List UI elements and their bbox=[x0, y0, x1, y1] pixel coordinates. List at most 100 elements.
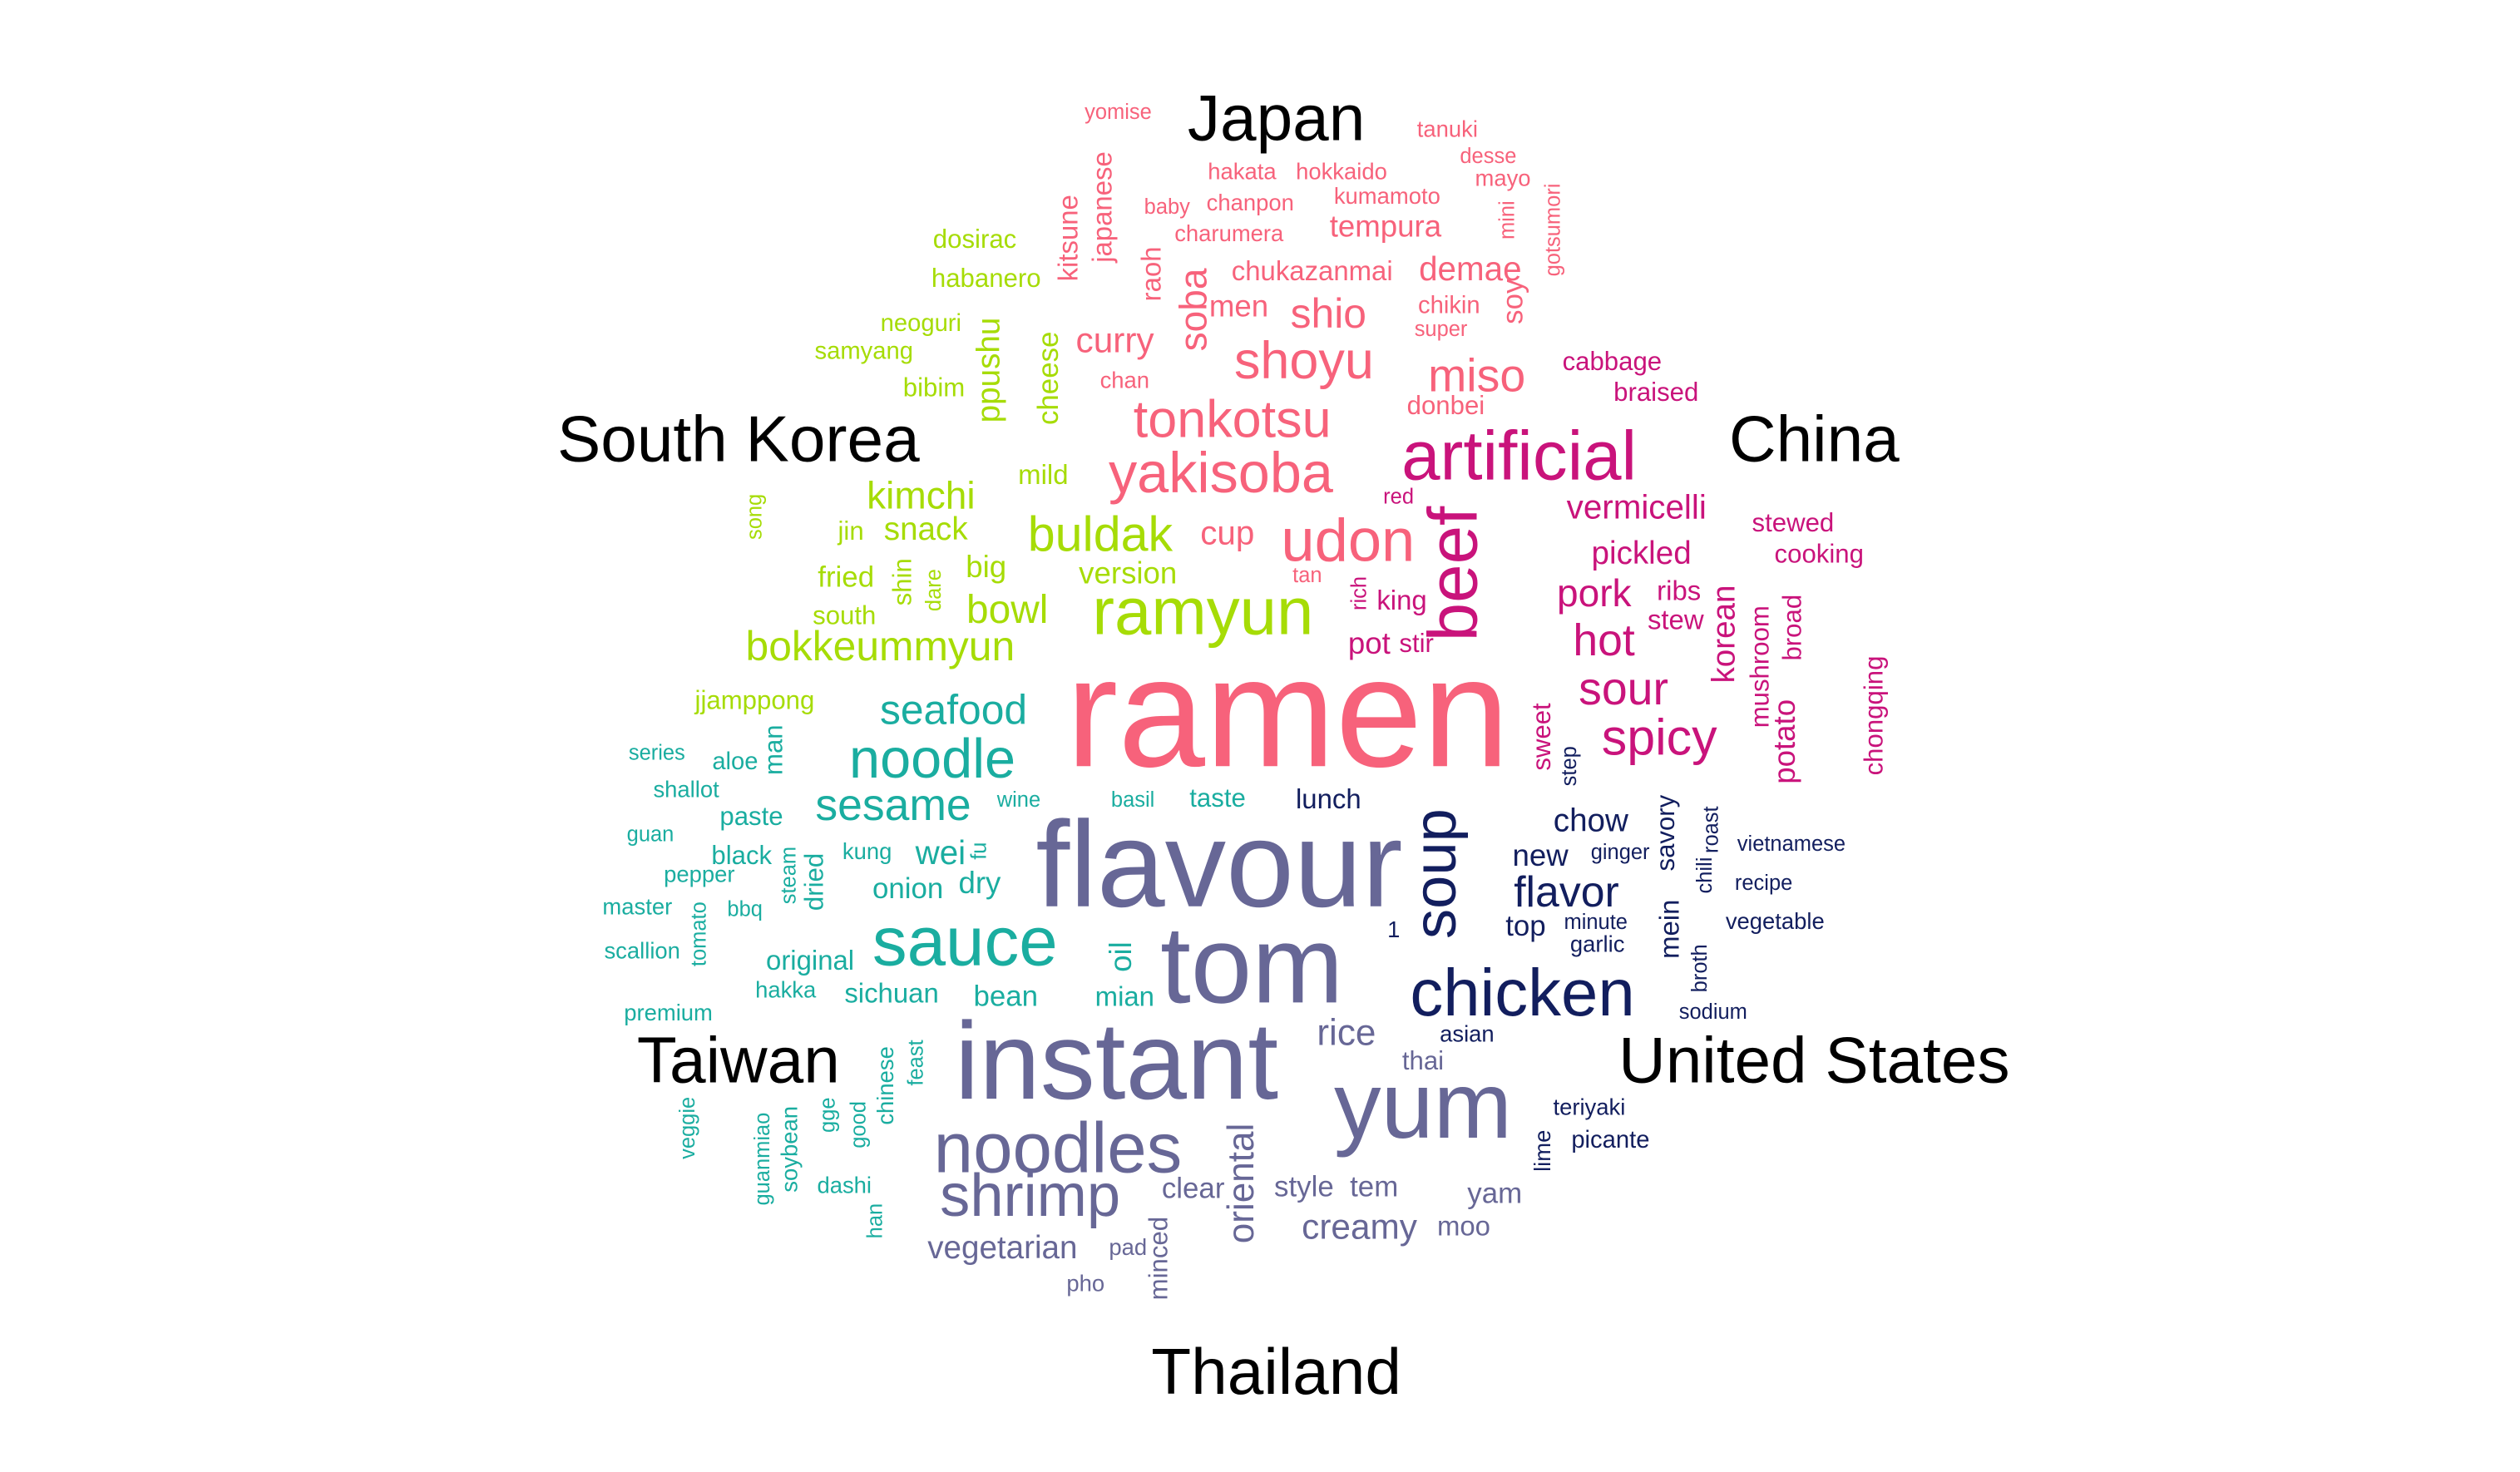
word: feast bbox=[904, 1040, 927, 1085]
word: mian bbox=[1095, 981, 1154, 1011]
word: soy bbox=[1497, 279, 1529, 324]
word: vermicelli bbox=[1567, 487, 1707, 526]
word: tem bbox=[1350, 1171, 1398, 1203]
word: ramyun bbox=[1092, 575, 1313, 649]
word: stewed bbox=[1752, 508, 1835, 537]
word: bowl bbox=[966, 588, 1048, 632]
word: new bbox=[1512, 838, 1569, 872]
word: lime bbox=[1529, 1130, 1555, 1172]
word: hokkaido bbox=[1296, 159, 1387, 185]
word: baby bbox=[1144, 195, 1190, 219]
word: clear bbox=[1162, 1173, 1225, 1205]
word: broad bbox=[1778, 595, 1807, 661]
word: chongqing bbox=[1860, 656, 1889, 776]
word: ginger bbox=[1591, 841, 1650, 864]
word: flavour bbox=[1035, 797, 1402, 933]
word: shrimp bbox=[940, 1163, 1120, 1229]
word: tanuki bbox=[1417, 116, 1478, 142]
word: ribs bbox=[1657, 575, 1701, 605]
group-labels: Japan China United States Thailand Taiwan Sou… bbox=[557, 82, 2010, 1408]
word: bokkeummyun bbox=[746, 623, 1015, 669]
word: lunch bbox=[1296, 783, 1361, 814]
word: kumamoto bbox=[1334, 183, 1440, 209]
word: chili bbox=[1693, 857, 1717, 894]
word: chan bbox=[1100, 368, 1149, 393]
word: udon bbox=[1281, 507, 1415, 574]
word: ramen bbox=[1066, 625, 1510, 799]
word: flavor bbox=[1514, 867, 1619, 916]
word: dried bbox=[800, 853, 829, 911]
word: premium bbox=[624, 1000, 713, 1025]
word: chinese bbox=[872, 1046, 898, 1125]
group-label: China bbox=[1729, 403, 1900, 476]
word: tonkotsu bbox=[1134, 390, 1332, 448]
word: buldak bbox=[1028, 506, 1174, 562]
word: demae bbox=[1419, 249, 1521, 288]
word: potato bbox=[1767, 699, 1801, 784]
word: bean bbox=[973, 980, 1038, 1012]
word: kung bbox=[842, 838, 892, 864]
word: raoh bbox=[1135, 246, 1166, 301]
group-label: Taiwan bbox=[637, 1023, 840, 1096]
word: savory bbox=[1651, 794, 1680, 871]
group-label: Thailand bbox=[1151, 1335, 1401, 1408]
word: minced bbox=[1144, 1217, 1173, 1300]
word: onion bbox=[872, 872, 943, 905]
word: chicken bbox=[1410, 956, 1634, 1030]
word: sour bbox=[1579, 663, 1668, 714]
word: recipe bbox=[1735, 872, 1792, 895]
word: soba bbox=[1171, 268, 1214, 351]
word: step bbox=[1558, 746, 1581, 786]
word: original bbox=[766, 945, 854, 976]
word: cup bbox=[1200, 514, 1254, 552]
word: picante bbox=[1571, 1127, 1649, 1153]
word: pickled bbox=[1592, 536, 1692, 571]
word: hot bbox=[1573, 616, 1635, 665]
word: taste bbox=[1189, 783, 1246, 813]
group-label: Japan bbox=[1188, 82, 1366, 155]
word: gotsumori bbox=[1542, 184, 1565, 277]
word: rice bbox=[1317, 1012, 1376, 1053]
word: jin bbox=[837, 516, 863, 546]
word: wei bbox=[915, 833, 966, 872]
word: pad bbox=[1109, 1234, 1147, 1260]
word: shin bbox=[888, 558, 917, 605]
word: thai bbox=[1402, 1046, 1444, 1075]
word: noodles bbox=[934, 1109, 1183, 1188]
word: sauce bbox=[872, 901, 1058, 980]
word: aloe bbox=[712, 748, 758, 775]
word: hakka bbox=[755, 977, 817, 1003]
word: basil bbox=[1111, 788, 1154, 812]
word: big bbox=[966, 550, 1006, 584]
word: donbei bbox=[1407, 391, 1485, 420]
word: garlic bbox=[1570, 931, 1625, 957]
word: kimchi bbox=[867, 474, 975, 517]
word: gge bbox=[816, 1097, 839, 1133]
group-label: South Korea bbox=[557, 403, 920, 476]
word: 1 bbox=[1387, 916, 1400, 942]
word: man bbox=[759, 724, 788, 775]
word: rich bbox=[1347, 576, 1371, 610]
word: chukazanmai bbox=[1232, 255, 1393, 286]
word: tomato bbox=[688, 901, 711, 966]
word: beef bbox=[1414, 506, 1492, 641]
word: hakata bbox=[1208, 159, 1277, 185]
word: snack bbox=[884, 511, 969, 547]
word: oil bbox=[1104, 941, 1138, 972]
word: kitsune bbox=[1052, 195, 1083, 281]
word: chanpon bbox=[1207, 190, 1294, 215]
word: king bbox=[1376, 585, 1426, 615]
word: dashi bbox=[817, 1173, 872, 1198]
word: soybean bbox=[776, 1106, 802, 1193]
word: yam bbox=[1467, 1178, 1522, 1210]
word: tempura bbox=[1330, 209, 1442, 243]
word: vegetarian bbox=[927, 1230, 1077, 1266]
word: braised bbox=[1613, 378, 1698, 407]
word: sweet bbox=[1527, 703, 1556, 771]
word: samyang bbox=[815, 338, 913, 364]
word: ppushu bbox=[971, 318, 1006, 423]
word: moo bbox=[1437, 1211, 1490, 1242]
word: tan bbox=[1292, 564, 1322, 587]
word: seafood bbox=[880, 686, 1027, 733]
